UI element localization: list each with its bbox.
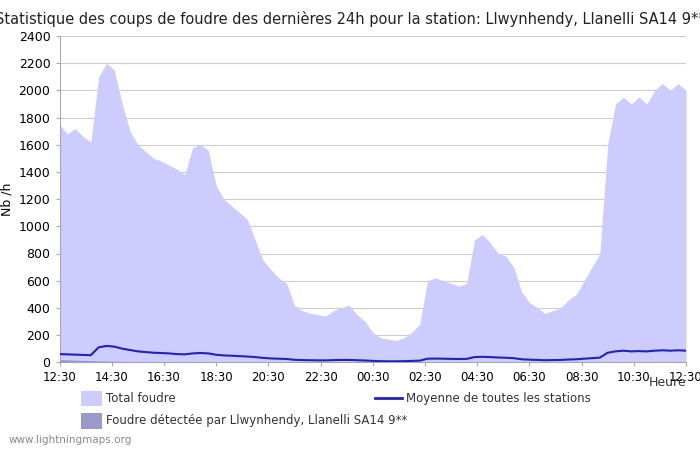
Text: Moyenne de toutes les stations: Moyenne de toutes les stations [406,392,591,405]
Text: Total foudre: Total foudre [106,392,176,405]
Y-axis label: Nb /h: Nb /h [0,182,13,216]
Text: Foudre détectée par Llwynhendy, Llanelli SA14 9**: Foudre détectée par Llwynhendy, Llanelli… [106,414,408,427]
Text: www.lightningmaps.org: www.lightningmaps.org [8,435,132,445]
Text: Heure: Heure [648,376,686,389]
Text: Statistique des coups de foudre des dernières 24h pour la station: Llwynhendy, L: Statistique des coups de foudre des dern… [0,11,700,27]
